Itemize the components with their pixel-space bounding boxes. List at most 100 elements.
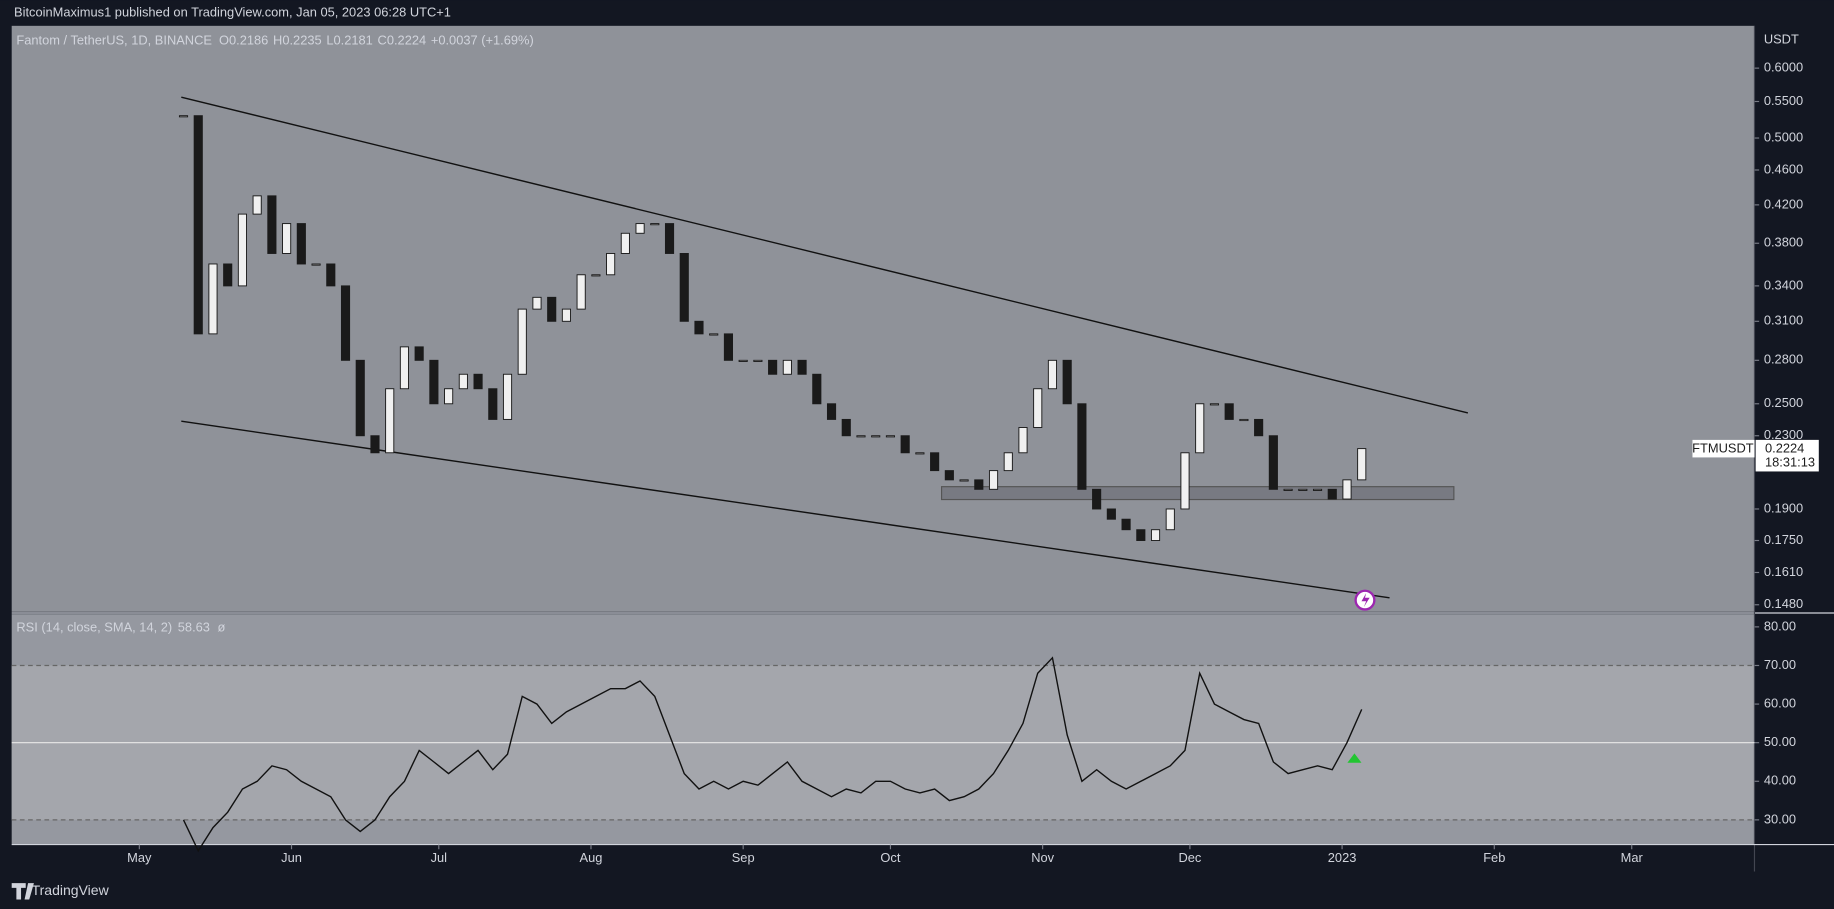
candle bbox=[1209, 403, 1220, 406]
candle bbox=[1150, 529, 1161, 541]
candle bbox=[385, 388, 395, 454]
candle bbox=[178, 115, 189, 118]
candle bbox=[1018, 427, 1028, 454]
candle bbox=[664, 223, 675, 254]
candle bbox=[694, 320, 704, 335]
candle bbox=[1047, 359, 1058, 390]
brand-logo bbox=[11, 883, 34, 900]
candle bbox=[223, 263, 233, 287]
x-tick-label: 2023 bbox=[1328, 850, 1357, 865]
candle bbox=[488, 388, 498, 420]
x-tick-label: Aug bbox=[580, 850, 603, 865]
candle bbox=[399, 346, 409, 390]
y-tick-label: 0.1480 bbox=[1764, 596, 1803, 611]
candle bbox=[650, 223, 660, 226]
candle bbox=[709, 333, 719, 336]
candle bbox=[1298, 488, 1308, 491]
y-tick-label: 0.5500 bbox=[1764, 93, 1803, 108]
lower-trendline bbox=[181, 420, 1390, 599]
candle bbox=[1254, 418, 1264, 437]
candle bbox=[1224, 403, 1234, 420]
ticker-label: FTMUSDT bbox=[1692, 441, 1754, 456]
ohlc-item: +0.0037 (+1.69%) bbox=[431, 32, 534, 47]
y-tick-label: 0.4200 bbox=[1764, 196, 1803, 211]
ohlc-item: C bbox=[378, 32, 387, 47]
candle bbox=[930, 452, 940, 472]
candle bbox=[444, 388, 454, 405]
candle bbox=[1327, 488, 1337, 500]
candle bbox=[620, 232, 630, 254]
candle bbox=[782, 359, 792, 375]
candle bbox=[1180, 452, 1190, 510]
candle bbox=[856, 435, 866, 438]
y-tick-label: 70.00 bbox=[1764, 657, 1796, 672]
x-tick-label: May bbox=[127, 850, 152, 865]
candle bbox=[885, 435, 896, 438]
price-box bbox=[1755, 439, 1819, 472]
marks: 0.6000 0.5500 0.5000 0.4600 0.4200 0.3800 0.34… bbox=[11, 60, 1803, 865]
price-panel bbox=[11, 25, 1755, 612]
candle bbox=[502, 373, 513, 420]
candle bbox=[1062, 359, 1072, 405]
candle bbox=[797, 359, 807, 375]
candle bbox=[871, 435, 881, 438]
x-tick-label: Jul bbox=[431, 850, 447, 865]
y-tick-label: 0.3800 bbox=[1764, 235, 1803, 250]
ohlc-item: L bbox=[326, 32, 333, 47]
candle bbox=[768, 359, 778, 375]
candle bbox=[267, 195, 277, 254]
brand: TradingView bbox=[32, 882, 110, 898]
header: BitcoinMaximus1 published on TradingView… bbox=[14, 4, 451, 19]
candle bbox=[429, 359, 439, 405]
y-tick-label: 0.3100 bbox=[1764, 313, 1803, 328]
x-tick-label: Mar bbox=[1621, 850, 1644, 865]
rsi-symbol: ø bbox=[218, 620, 226, 635]
rsi-title: RSI (14, close, SMA, 14, 2) bbox=[16, 620, 172, 635]
candle bbox=[311, 263, 321, 266]
candle bbox=[1239, 418, 1249, 422]
ohlc-item: 0.2224 bbox=[387, 32, 426, 47]
y-tick-label: 50.00 bbox=[1764, 734, 1796, 749]
candle bbox=[1195, 403, 1205, 454]
y-tick-label: 0.6000 bbox=[1764, 60, 1803, 75]
candle bbox=[370, 435, 380, 454]
rsi-last: 58.63 bbox=[178, 620, 210, 635]
y-tick-label: 0.1750 bbox=[1764, 532, 1803, 547]
currency: USDT bbox=[1764, 31, 1799, 46]
y-tick-label: 0.3400 bbox=[1764, 277, 1803, 292]
ohlc-item: 0.2235 bbox=[282, 32, 321, 47]
candle bbox=[208, 263, 218, 335]
candle bbox=[900, 435, 910, 454]
candle bbox=[1033, 388, 1043, 428]
candle bbox=[988, 470, 999, 490]
symbol-legend: Fantom / TetherUS, 1D, BINANCE O 0.2186 H 0.… bbox=[16, 32, 533, 47]
candle bbox=[974, 479, 984, 490]
candle bbox=[547, 296, 557, 322]
candle bbox=[591, 274, 601, 277]
candle bbox=[193, 115, 203, 335]
y-tick-label: 60.00 bbox=[1764, 695, 1796, 710]
candle bbox=[826, 403, 837, 420]
last-price: 0.2224 bbox=[1765, 441, 1804, 456]
y-tick-label: 0.2800 bbox=[1764, 352, 1803, 367]
upper-trendline bbox=[181, 96, 1469, 414]
candle bbox=[944, 470, 954, 481]
y-tick-label: 30.00 bbox=[1764, 811, 1796, 826]
candle bbox=[561, 308, 571, 322]
y-tick-label: 0.1610 bbox=[1764, 564, 1803, 579]
ohlc-item: H bbox=[273, 32, 282, 47]
countdown: 18:31:13 bbox=[1765, 455, 1815, 470]
ohlc-item: O bbox=[219, 32, 229, 47]
y-tick-label: 0.2300 bbox=[1764, 427, 1803, 442]
x-tick-label: Nov bbox=[1031, 850, 1054, 865]
y-tick-label: 0.4600 bbox=[1764, 161, 1803, 176]
candle bbox=[414, 346, 424, 361]
candle bbox=[1077, 403, 1087, 490]
candle bbox=[738, 359, 748, 362]
y-tick-label: 0.1900 bbox=[1764, 500, 1803, 515]
candle bbox=[1357, 448, 1367, 481]
candle bbox=[458, 373, 468, 390]
candle bbox=[355, 359, 365, 437]
symbol: Fantom / TetherUS, 1D, BINANCE bbox=[16, 32, 212, 47]
candle bbox=[1342, 479, 1352, 500]
